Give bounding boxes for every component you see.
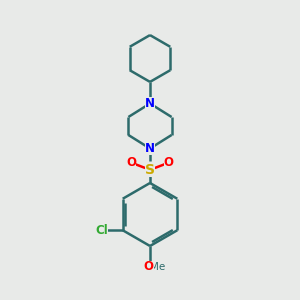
Text: O: O [126, 156, 136, 170]
Text: N: N [145, 97, 155, 110]
Text: Me: Me [151, 262, 166, 272]
Text: S: S [145, 163, 155, 176]
Text: O: O [164, 156, 174, 170]
Text: O: O [143, 260, 154, 274]
Text: N: N [145, 142, 155, 155]
Text: Cl: Cl [95, 224, 108, 237]
